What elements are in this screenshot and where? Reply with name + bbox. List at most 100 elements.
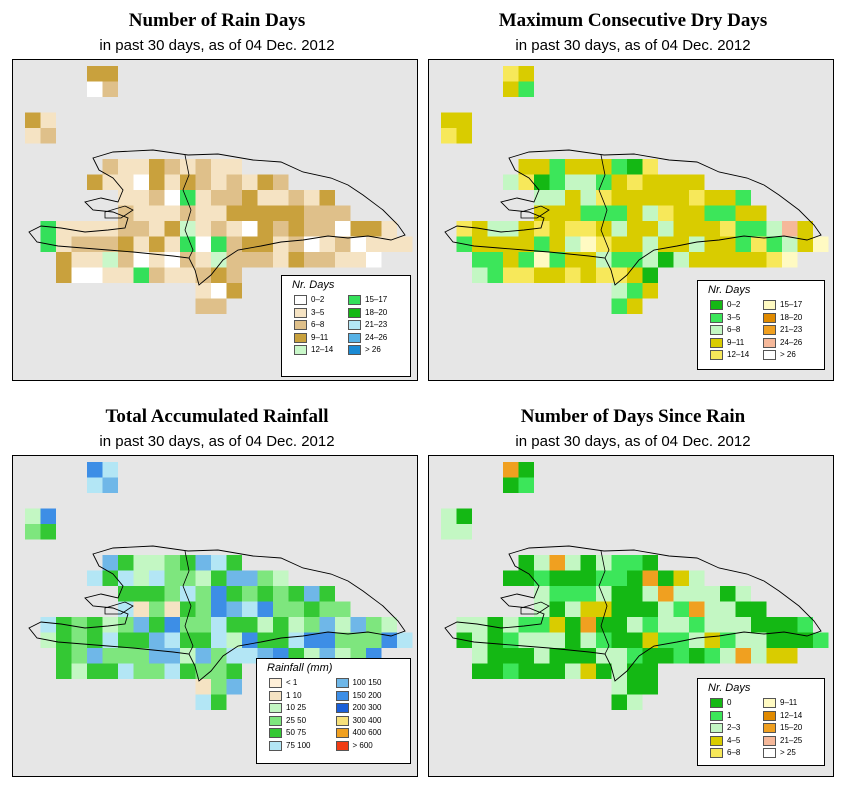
grid-cell (534, 252, 550, 268)
grid-cell (87, 648, 103, 664)
grid-cell (627, 159, 643, 175)
grid-cell (211, 648, 227, 664)
grid-cell (596, 570, 612, 586)
grid-cell (164, 663, 180, 679)
grid-cell (195, 267, 211, 283)
grid-cell (735, 221, 751, 237)
grid-cell (273, 586, 289, 602)
grid-cell (534, 159, 550, 175)
grid-cell (611, 252, 627, 268)
grid-cell (381, 632, 397, 648)
legend-item: 25 50 (269, 715, 306, 727)
grid-cell (782, 648, 798, 664)
legend-label: 12–14 (727, 350, 750, 359)
grid-cell (518, 462, 534, 478)
legend-swatch (710, 312, 723, 323)
grid-cell (704, 221, 720, 237)
map-grid (441, 66, 829, 314)
legend-item: > 600 (335, 740, 373, 752)
grid-cell (704, 632, 720, 648)
grid-cell (242, 586, 258, 602)
grid-cell (118, 586, 134, 602)
legend-item: 10 25 (269, 702, 306, 714)
grid-cell (549, 205, 565, 221)
panel-subtitle: in past 30 days, as of 04 Dec. 2012 (99, 433, 335, 450)
grid-cell (211, 283, 227, 299)
legend-item: 24–26 (763, 337, 802, 349)
legend-swatch (335, 690, 349, 701)
grid-cell (704, 190, 720, 206)
legend-label: 21–25 (780, 735, 803, 745)
grid-cell (673, 252, 689, 268)
grid-cell (642, 632, 658, 648)
grid-cell (627, 205, 643, 221)
map-grid (25, 462, 413, 710)
grid-cell (366, 252, 382, 268)
grid-cell (627, 555, 643, 571)
grid-cell (503, 174, 519, 190)
grid-cell (366, 617, 382, 633)
legend-swatch (710, 300, 723, 310)
grid-cell (534, 221, 550, 237)
grid-cell (180, 236, 196, 252)
grid-cell (226, 679, 242, 695)
legend-label: 9–11 (780, 698, 798, 707)
grid-cell (503, 81, 519, 97)
grid-cell (642, 221, 658, 237)
grid-cell (518, 555, 534, 571)
legend-label: 0 (727, 698, 732, 707)
grid-cell (704, 617, 720, 633)
grid-cell (689, 648, 705, 664)
grid-cell (534, 663, 550, 679)
grid-cell (518, 159, 534, 175)
grid-cell (319, 221, 335, 237)
legend-item: 6–8 (710, 747, 740, 759)
grid-cell (350, 632, 366, 648)
grid-cell (304, 586, 320, 602)
grid-cell (133, 174, 149, 190)
grid-cell (87, 236, 103, 252)
grid-cell (735, 236, 751, 252)
grid-cell (195, 648, 211, 664)
grid-cell (658, 570, 674, 586)
grid-cell (87, 252, 103, 268)
grid-cell (642, 570, 658, 586)
grid-cell (704, 205, 720, 221)
grid-cell (180, 617, 196, 633)
grid-cell (565, 648, 581, 664)
grid-cell (689, 236, 705, 252)
grid-cell (195, 632, 211, 648)
grid-cell (226, 586, 242, 602)
grid-cell (102, 81, 118, 97)
grid-cell (751, 601, 767, 617)
grid-cell (689, 190, 705, 206)
grid-cell (180, 586, 196, 602)
grid-cell (549, 617, 565, 633)
grid-cell (735, 205, 751, 221)
grid-cell (673, 190, 689, 206)
grid-cell (195, 617, 211, 633)
grid-cell (611, 267, 627, 283)
grid-cell (580, 221, 596, 237)
legend-swatch (763, 337, 776, 348)
grid-cell (627, 298, 643, 314)
grid-cell (133, 267, 149, 283)
grid-cell (211, 632, 227, 648)
grid-cell (472, 632, 488, 648)
legend-item: 24–26 (348, 332, 387, 344)
grid-cell (487, 617, 503, 633)
grid-cell (257, 236, 273, 252)
grid-cell (195, 679, 211, 695)
grid-cell (580, 159, 596, 175)
grid-cell (40, 128, 56, 144)
grid-cell (611, 159, 627, 175)
legend-swatch (294, 295, 307, 305)
grid-cell (549, 190, 565, 206)
grid-cell (133, 159, 149, 175)
grid-cell (211, 174, 227, 190)
grid-cell (689, 174, 705, 190)
grid-cell (102, 462, 118, 478)
grid-cell (118, 555, 134, 571)
grid-cell (472, 252, 488, 268)
grid-cell (534, 617, 550, 633)
